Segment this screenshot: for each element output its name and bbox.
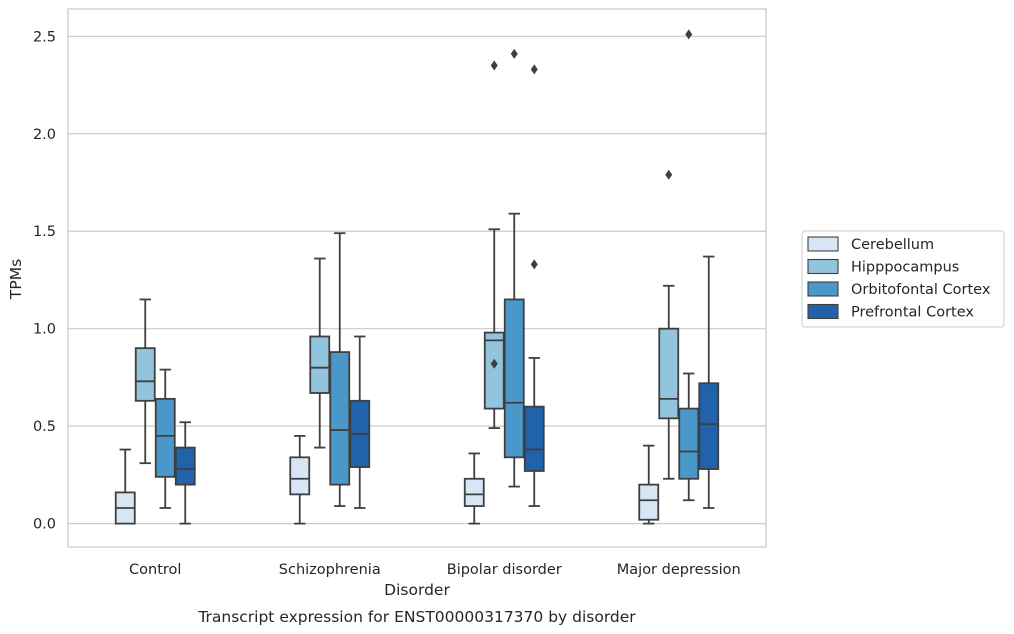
outlier-point <box>530 259 538 270</box>
box-body <box>174 446 196 486</box>
box-body <box>134 347 156 402</box>
box-hipppocampus <box>309 257 331 449</box>
plot-frame <box>67 8 767 548</box>
box-prefrontal-cortex <box>349 335 371 509</box>
x-tick-label: Schizophrenia <box>279 562 381 578</box>
legend-frame <box>801 230 1005 328</box>
legend-label: Cerebellum <box>851 237 934 253</box>
x-tick-labels: Control Schizophrenia Bipolar disorder Majo… <box>129 562 741 578</box>
legend-swatch <box>807 281 839 297</box>
outlier-point <box>490 358 498 369</box>
y-tick-label: 1.0 <box>33 322 56 338</box>
outlier-point <box>665 169 673 180</box>
box-body <box>523 405 545 472</box>
legend-swatch <box>807 236 839 252</box>
box-body <box>463 477 485 507</box>
outlier-point <box>685 29 693 40</box>
y-tick-labels: 0.0 0.5 1.0 1.5 2.0 2.5 <box>33 29 56 532</box>
y-tick-label: 0.0 <box>33 517 56 533</box>
outlier-point <box>530 64 538 75</box>
box-cerebellum <box>114 448 136 525</box>
x-tick-label: Control <box>129 562 181 578</box>
box-body <box>638 483 660 521</box>
box-body <box>329 351 351 486</box>
legend-swatch <box>807 258 839 275</box>
box-cerebellum <box>638 444 660 525</box>
x-tick-label: Major depression <box>617 562 741 578</box>
legend-label: Prefrontal Cortex <box>851 305 974 321</box>
box-body <box>289 456 311 496</box>
box-cerebellum <box>463 452 485 525</box>
box-orbitofontal-cortex <box>678 29 700 502</box>
box-orbitofontal-cortex <box>503 48 525 488</box>
outlier-point <box>510 48 518 59</box>
y-tick-label: 2.0 <box>33 127 56 143</box>
box-body <box>154 397 176 478</box>
x-axis-label: Disorder <box>384 581 450 599</box>
box-body <box>678 407 700 480</box>
box-hipppocampus <box>658 169 680 480</box>
box-body <box>503 298 525 459</box>
box-cerebellum <box>289 434 311 525</box>
legend: Cerebellum Hipppocampus Orbitofontal Corte… <box>801 230 1005 328</box>
box-orbitofontal-cortex <box>329 232 351 507</box>
box-prefrontal-cortex <box>698 255 720 509</box>
box-body <box>698 382 720 470</box>
y-tick-label: 0.5 <box>33 419 56 435</box>
x-tick-label: Bipolar disorder <box>447 562 562 578</box>
chart-caption: Transcript expression for ENST0000031737… <box>197 608 636 626</box>
y-tick-label: 1.5 <box>33 224 56 240</box>
box-body <box>309 335 331 394</box>
boxes <box>114 29 720 525</box>
y-axis-label: TPMs <box>7 259 25 300</box>
box-hipppocampus <box>134 298 156 465</box>
box-prefrontal-cortex <box>174 421 196 525</box>
legend-swatch <box>807 303 839 320</box>
y-tick-label: 2.5 <box>33 29 56 45</box>
box-prefrontal-cortex <box>523 64 545 507</box>
outlier-point <box>490 60 498 71</box>
legend-label: Hipppocampus <box>851 260 959 276</box>
box-orbitofontal-cortex <box>154 368 176 509</box>
box-body <box>483 331 505 410</box>
legend-label: Orbitofontal Cortex <box>851 282 991 298</box>
box-body <box>658 327 680 420</box>
box-hipppocampus <box>483 60 505 429</box>
